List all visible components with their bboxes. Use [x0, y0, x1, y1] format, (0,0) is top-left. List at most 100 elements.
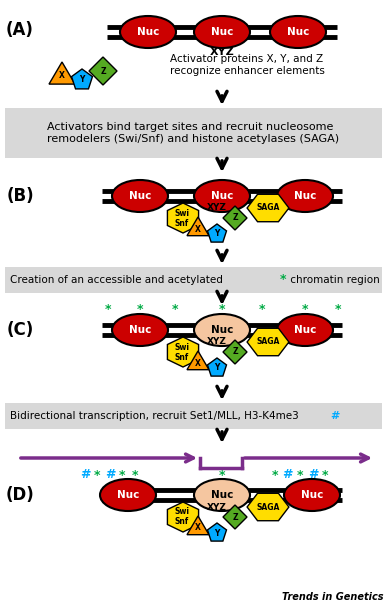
Ellipse shape — [194, 16, 250, 48]
Ellipse shape — [277, 180, 333, 212]
Polygon shape — [187, 217, 209, 236]
Text: XYZ: XYZ — [210, 47, 235, 57]
Polygon shape — [89, 57, 117, 85]
Ellipse shape — [194, 479, 250, 511]
Polygon shape — [223, 206, 247, 230]
Text: *: * — [132, 469, 138, 481]
Text: Swi: Swi — [175, 507, 190, 517]
Text: *: * — [172, 304, 178, 316]
Text: Nuc: Nuc — [137, 27, 159, 37]
Text: *: * — [302, 304, 308, 316]
Text: XYZ: XYZ — [207, 503, 227, 512]
Text: X: X — [59, 72, 65, 81]
Text: Z: Z — [232, 214, 238, 223]
Polygon shape — [49, 62, 75, 84]
Text: Nuc: Nuc — [294, 325, 316, 335]
Text: Z: Z — [100, 67, 106, 75]
Text: chromatin region: chromatin region — [287, 275, 380, 285]
Text: Nuc: Nuc — [211, 325, 233, 335]
Text: Y: Y — [79, 75, 85, 84]
Polygon shape — [247, 328, 289, 356]
Text: *: * — [94, 469, 100, 481]
Text: X: X — [195, 225, 201, 234]
Polygon shape — [168, 203, 199, 233]
FancyBboxPatch shape — [5, 403, 382, 429]
Text: X: X — [195, 359, 201, 367]
Text: Y: Y — [214, 529, 220, 538]
Polygon shape — [207, 523, 226, 541]
Text: Activators bind target sites and recruit nucleosome
remodelers (Swi/Snf) and his: Activators bind target sites and recruit… — [47, 122, 339, 144]
FancyBboxPatch shape — [5, 108, 382, 158]
Text: (C): (C) — [6, 321, 34, 339]
Text: Nuc: Nuc — [211, 490, 233, 500]
Ellipse shape — [284, 479, 340, 511]
Polygon shape — [168, 337, 199, 367]
FancyBboxPatch shape — [5, 267, 382, 293]
Text: (D): (D) — [6, 486, 34, 504]
Ellipse shape — [112, 180, 168, 212]
Text: XYZ: XYZ — [207, 203, 227, 212]
Text: Nuc: Nuc — [211, 191, 233, 201]
Polygon shape — [168, 502, 199, 532]
Text: Y: Y — [214, 229, 220, 239]
Text: Activator proteins X, Y, and Z
recognize enhancer elements: Activator proteins X, Y, and Z recognize… — [170, 54, 325, 76]
Polygon shape — [187, 516, 209, 535]
Text: Bidirectional transcription, recruit Set1/MLL, H3-K4me3: Bidirectional transcription, recruit Set… — [10, 411, 299, 421]
Text: #: # — [330, 411, 339, 421]
Text: SAGA: SAGA — [256, 203, 280, 212]
Text: Swi: Swi — [175, 208, 190, 217]
Text: *: * — [219, 469, 225, 481]
Text: SAGA: SAGA — [256, 503, 280, 512]
Polygon shape — [72, 69, 92, 89]
Text: X: X — [195, 523, 201, 532]
Polygon shape — [247, 493, 289, 521]
Text: #: # — [308, 469, 318, 481]
Ellipse shape — [112, 314, 168, 346]
Text: Nuc: Nuc — [211, 27, 233, 37]
Text: Creation of an accessible and acetylated: Creation of an accessible and acetylated — [10, 275, 223, 285]
Ellipse shape — [194, 180, 250, 212]
Text: Swi: Swi — [175, 342, 190, 351]
Polygon shape — [207, 358, 226, 376]
Polygon shape — [223, 505, 247, 529]
Text: *: * — [335, 304, 341, 316]
Polygon shape — [187, 351, 209, 370]
Ellipse shape — [270, 16, 326, 48]
Polygon shape — [247, 194, 289, 222]
Text: *: * — [137, 304, 143, 316]
Text: Snf: Snf — [175, 353, 189, 362]
Text: *: * — [259, 304, 265, 316]
Ellipse shape — [100, 479, 156, 511]
Text: *: * — [105, 304, 111, 316]
Text: Nuc: Nuc — [129, 325, 151, 335]
Ellipse shape — [277, 314, 333, 346]
Text: Nuc: Nuc — [301, 490, 323, 500]
Text: *: * — [272, 469, 278, 481]
Text: #: # — [105, 469, 115, 481]
Ellipse shape — [120, 16, 176, 48]
Text: Snf: Snf — [175, 219, 189, 228]
Polygon shape — [207, 224, 226, 242]
Text: SAGA: SAGA — [256, 337, 280, 347]
Text: #: # — [282, 469, 292, 481]
Text: #: # — [80, 469, 90, 481]
Text: XYZ: XYZ — [207, 337, 227, 347]
Text: Nuc: Nuc — [117, 490, 139, 500]
Text: Nuc: Nuc — [294, 191, 316, 201]
Text: Y: Y — [214, 364, 220, 373]
Polygon shape — [223, 340, 247, 364]
Text: *: * — [322, 469, 328, 481]
Text: (B): (B) — [6, 187, 34, 205]
Text: *: * — [297, 469, 303, 481]
Text: *: * — [119, 469, 125, 481]
Text: Nuc: Nuc — [129, 191, 151, 201]
Text: *: * — [219, 304, 225, 316]
Text: *: * — [280, 274, 286, 287]
Ellipse shape — [194, 314, 250, 346]
Text: Z: Z — [232, 512, 238, 521]
Text: Snf: Snf — [175, 518, 189, 526]
Text: (A): (A) — [6, 21, 34, 39]
Text: Nuc: Nuc — [287, 27, 309, 37]
Text: Trends in Genetics: Trends in Genetics — [281, 592, 383, 602]
Text: Z: Z — [232, 347, 238, 356]
